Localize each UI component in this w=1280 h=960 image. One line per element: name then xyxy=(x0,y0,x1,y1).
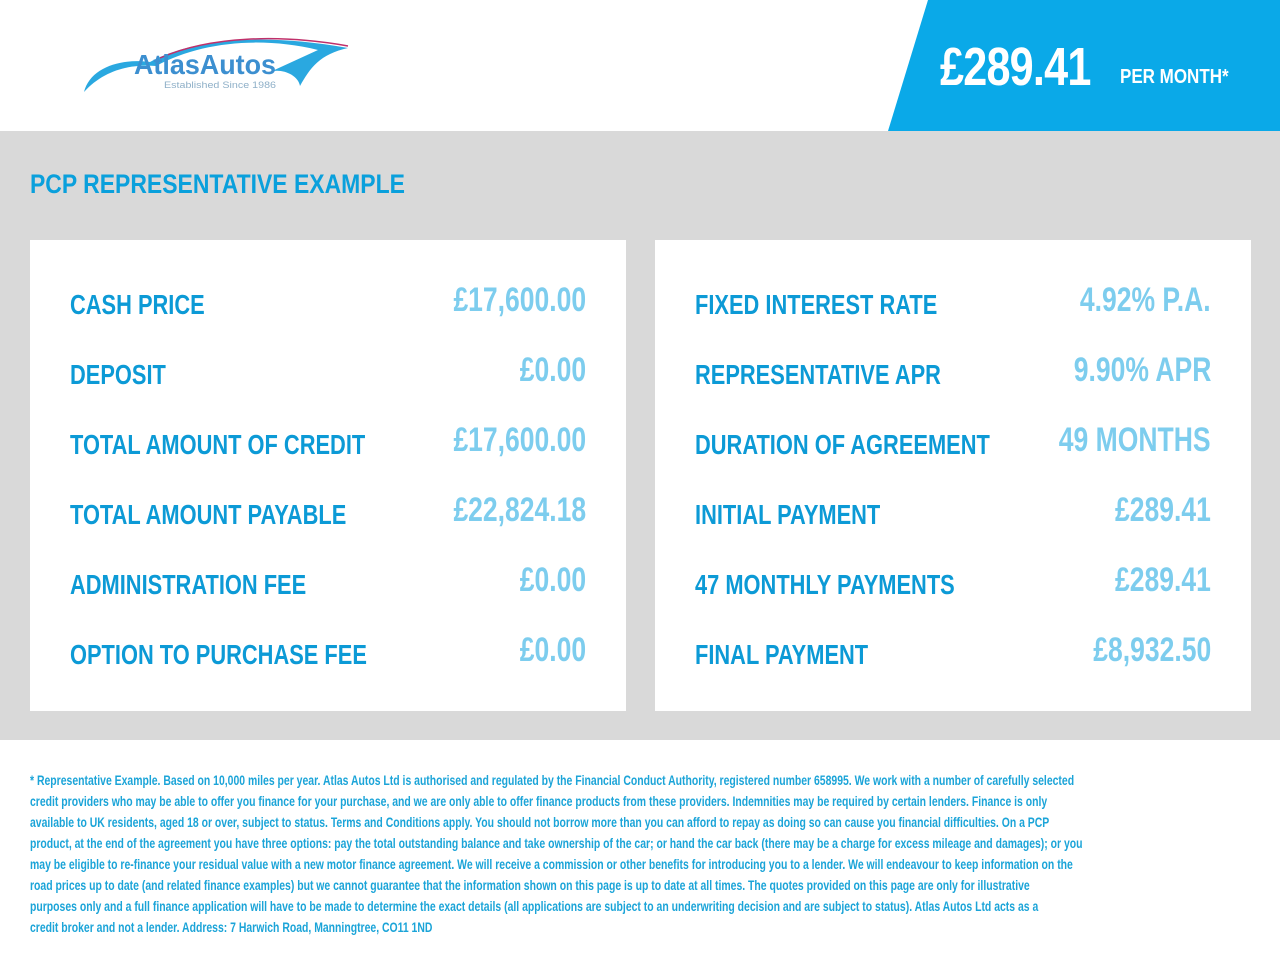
finance-row: INITIAL PAYMENT £289.41 xyxy=(695,491,1211,535)
row-value: £17,600.00 xyxy=(453,421,586,459)
row-value: £289.41 xyxy=(1115,561,1211,599)
row-label: TOTAL AMOUNT PAYABLE xyxy=(70,499,347,530)
finance-row: FIXED INTEREST RATE 4.92% P.A. xyxy=(695,281,1211,325)
right-finance-panel: FIXED INTEREST RATE 4.92% P.A. REPRESENTA… xyxy=(655,240,1251,711)
disclaimer-line: road prices up to date (and related fina… xyxy=(30,877,1030,893)
svg-text:AtlasAutos: AtlasAutos xyxy=(134,49,276,80)
row-value: £289.41 xyxy=(1115,491,1211,529)
row-label: INITIAL PAYMENT xyxy=(695,499,881,530)
finance-row: CASH PRICE £17,600.00 xyxy=(70,281,586,325)
disclaimer-line: product, at the end of the agreement you… xyxy=(30,835,1083,851)
finance-row: FINAL PAYMENT £8,932.50 xyxy=(695,631,1211,675)
finance-section: PCP REPRESENTATIVE EXAMPLE CASH PRICE £17… xyxy=(0,131,1280,740)
finance-row: 47 MONTHLY PAYMENTS £289.41 xyxy=(695,561,1211,605)
row-label: FIXED INTEREST RATE xyxy=(695,289,938,320)
disclaimer-line: * Representative Example. Based on 10,00… xyxy=(30,772,1075,788)
row-value: £17,600.00 xyxy=(453,281,586,319)
row-value: £22,824.18 xyxy=(453,491,586,529)
disclaimer-line: credit broker and not a lender. Address:… xyxy=(30,919,433,935)
row-value: 9.90% APR xyxy=(1073,351,1211,389)
row-label: DEPOSIT xyxy=(70,359,166,390)
svg-text:Established Since 1986: Established Since 1986 xyxy=(164,80,276,90)
row-label: CASH PRICE xyxy=(70,289,205,320)
finance-row: ADMINISTRATION FEE £0.00 xyxy=(70,561,586,605)
finance-row: TOTAL AMOUNT OF CREDIT £17,600.00 xyxy=(70,421,586,465)
atlas-autos-logo: AtlasAutos Established Since 1986 xyxy=(84,38,349,92)
row-label: REPRESENTATIVE APR xyxy=(695,359,941,390)
row-value: £0.00 xyxy=(519,631,586,669)
finance-row: DURATION OF AGREEMENT 49 MONTHS xyxy=(695,421,1211,465)
finance-row: DEPOSIT £0.00 xyxy=(70,351,586,395)
header: AtlasAutos Established Since 1986 £289.4… xyxy=(0,0,1280,131)
row-label: DURATION OF AGREEMENT xyxy=(695,429,990,460)
disclaimer-line: credit providers who may be able to offe… xyxy=(30,793,1048,809)
left-finance-panel: CASH PRICE £17,600.00 DEPOSIT £0.00 TOTAL … xyxy=(30,240,626,711)
row-value: 4.92% P.A. xyxy=(1080,281,1211,319)
row-value: 49 MONTHS xyxy=(1059,421,1211,459)
row-label: FINAL PAYMENT xyxy=(695,639,869,670)
disclaimer-line: available to UK residents, aged 18 or ov… xyxy=(30,814,1050,830)
row-label: OPTION TO PURCHASE FEE xyxy=(70,639,367,670)
section-title: PCP REPRESENTATIVE EXAMPLE xyxy=(30,169,405,199)
monthly-price-banner: £289.41 PER MONTH* xyxy=(888,0,1280,131)
row-value: £8,932.50 xyxy=(1093,631,1211,669)
row-label: TOTAL AMOUNT OF CREDIT xyxy=(70,429,366,460)
finance-row: TOTAL AMOUNT PAYABLE £22,824.18 xyxy=(70,491,586,535)
finance-row: OPTION TO PURCHASE FEE £0.00 xyxy=(70,631,586,675)
per-month-label: PER MONTH* xyxy=(1120,66,1229,88)
row-label: 47 MONTHLY PAYMENTS xyxy=(695,569,955,600)
disclaimer-line: may be eligible to re-finance your resid… xyxy=(30,856,1073,872)
monthly-price: £289.41 xyxy=(940,37,1091,97)
row-value: £0.00 xyxy=(519,351,586,389)
row-label: ADMINISTRATION FEE xyxy=(70,569,307,600)
finance-row: REPRESENTATIVE APR 9.90% APR xyxy=(695,351,1211,395)
row-value: £0.00 xyxy=(519,561,586,599)
disclaimer-line: purposes only and a full finance applica… xyxy=(30,898,1039,914)
disclaimer: * Representative Example. Based on 10,00… xyxy=(30,770,1160,938)
